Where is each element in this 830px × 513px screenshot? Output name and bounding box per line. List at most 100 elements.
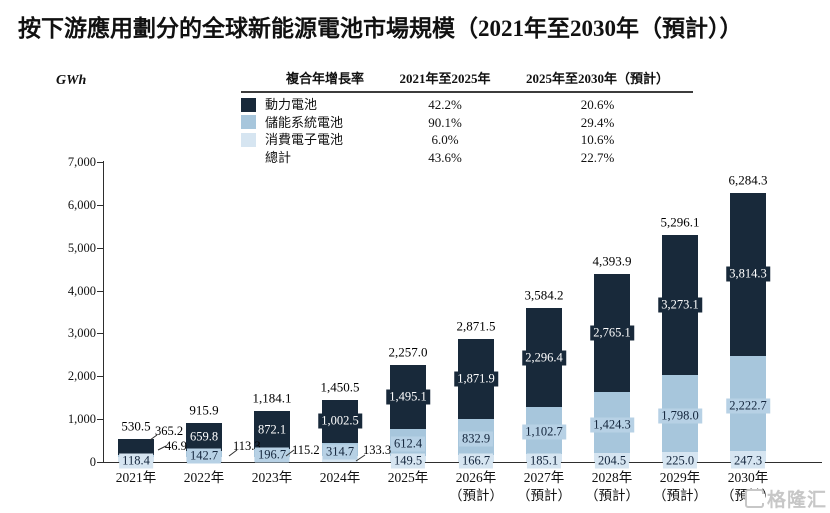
total-value-label: 1,184.1 [252, 390, 292, 406]
y-tick-label: 1,000 [67, 412, 96, 427]
storage-value-label: 314.7 [322, 444, 358, 460]
y-tick-label: 6,000 [67, 197, 96, 212]
consumer-value-label: 185.1 [526, 453, 562, 469]
y-tick-mark [97, 333, 103, 335]
total-value-label: 1,450.5 [320, 379, 360, 395]
storage-battery-swatch-icon [241, 115, 256, 130]
storage-value-label: 196.7 [254, 447, 290, 463]
consumer-value-label: 247.3 [730, 453, 766, 469]
power-value-label: 659.8 [186, 429, 222, 445]
consumer-value-label: 225.0 [662, 453, 698, 469]
consumer-value-label: 149.5 [390, 453, 426, 469]
total-value-label: 2,871.5 [456, 318, 496, 334]
y-tick-label: 0 [89, 455, 96, 469]
storage-value-label: 46.9 [165, 439, 187, 453]
consumer-value-label: 113.3 [233, 439, 261, 453]
x-tick-label: 2023年 [251, 470, 293, 485]
x-tick-label: 2026年 [455, 470, 497, 485]
legend-row-power: 動力電池 42.2% 20.6% [241, 96, 693, 114]
power-value-label: 872.1 [254, 422, 290, 438]
y-tick-mark [97, 290, 103, 292]
y-tick-mark [97, 162, 103, 163]
total-value-label: 915.9 [189, 402, 219, 418]
legend-table: 複合年增長率 2021年至2025年 2025年至2030年（預計） 動力電池 … [241, 70, 693, 166]
x-tick-label: 2030年 [727, 470, 769, 485]
consumer-value-label: 133.3 [363, 443, 392, 457]
storage-cagr-2021-2025: 90.1% [428, 114, 462, 130]
power-value-label: 1,002.5 [318, 413, 362, 429]
watermark-gelonghui: 格隆汇 [744, 485, 827, 512]
y-tick-mark [97, 247, 103, 249]
legend-header-period2: 2025年至2030年（預計） [525, 71, 669, 86]
consumer-battery-swatch-icon [241, 132, 256, 147]
consumer-value-label: 115.2 [292, 443, 320, 457]
x-tick-label: （預計） [517, 488, 571, 503]
y-tick-mark [97, 204, 103, 206]
chart-title: 按下游應用劃分的全球新能源電池市場規模（2021年至2030年（預計）） [18, 16, 743, 41]
storage-value-label: 1,798.0 [658, 408, 702, 424]
x-tick-label: 2025年 [387, 470, 429, 485]
y-axis-line [103, 161, 104, 463]
total-cagr-2021-2025: 43.6% [428, 149, 462, 165]
power-battery-swatch-icon [241, 97, 256, 112]
x-tick-label: 2028年 [591, 470, 633, 485]
legend-header-cagr: 複合年增長率 [285, 71, 364, 86]
x-tick-label: 2027年 [523, 470, 565, 485]
legend-row-total: 總計 43.6% 22.7% [241, 149, 693, 167]
total-cagr-2025-2030: 22.7% [580, 149, 615, 165]
y-tick-mark [97, 462, 103, 463]
total-value-label: 6,284.3 [728, 172, 768, 188]
legend-label-total: 總計 [265, 149, 292, 165]
x-tick-label: 2022年 [183, 470, 225, 485]
total-value-label: 3,584.2 [524, 287, 564, 303]
y-tick-label: 3,000 [67, 326, 96, 341]
power-value-label: 2,296.4 [522, 350, 566, 366]
storage-value-label: 832.9 [458, 431, 494, 447]
legend-row-storage: 儲能系統電池 90.1% 29.4% [241, 114, 693, 132]
power-value-label: 2,765.1 [590, 325, 634, 341]
power-value-label: 1,495.1 [386, 389, 430, 405]
power-value-label: 3,814.3 [726, 266, 770, 282]
power-value-label: 365.2 [155, 424, 184, 438]
power-cagr-2025-2030: 20.6% [580, 97, 615, 112]
power-cagr-2021-2025: 42.2% [428, 97, 462, 112]
consumer-value-label: 118.4 [119, 453, 153, 469]
storage-value-label: 1,424.3 [590, 417, 634, 433]
gelonghui-logo-icon [744, 489, 765, 508]
legend-label-storage: 儲能系統電池 [265, 114, 344, 130]
x-tick-label: （預計） [449, 488, 503, 503]
storage-value-label: 1,102.7 [522, 424, 566, 440]
legend-header-period1: 2021年至2025年 [399, 71, 491, 86]
legend-row-consumer: 消費電子電池 6.0% 10.6% [241, 131, 693, 149]
y-axis-unit-label: GWh [56, 73, 87, 88]
y-tick-mark [97, 376, 103, 378]
y-tick-label: 7,000 [67, 155, 96, 169]
x-tick-label: （預計） [585, 488, 639, 503]
storage-value-label: 2,222.7 [726, 398, 770, 414]
y-tick-mark [97, 419, 103, 421]
consumer-value-label: 166.7 [458, 453, 494, 469]
storage-cagr-2025-2030: 29.4% [580, 114, 615, 130]
legend-label-consumer: 消費電子電池 [265, 132, 344, 147]
total-value-label: 2,257.0 [388, 344, 428, 360]
legend-header-rule [241, 91, 693, 93]
y-tick-label: 4,000 [67, 283, 96, 298]
x-tick-label: 2029年 [659, 470, 701, 485]
consumer-value-label: 204.5 [594, 453, 630, 469]
watermark-text: 格隆汇 [766, 490, 827, 511]
storage-value-label: 142.7 [186, 448, 222, 464]
segment-consumer-electronics [322, 456, 358, 462]
legend-label-power: 動力電池 [265, 97, 318, 112]
storage-value-label: 612.4 [390, 436, 426, 452]
y-tick-label: 5,000 [67, 240, 96, 255]
segment-power-battery [118, 439, 154, 455]
consumer-cagr-2021-2025: 6.0% [431, 132, 459, 147]
y-tick-label: 2,000 [67, 369, 96, 384]
x-tick-label: （預計） [653, 488, 707, 503]
total-value-label: 5,296.1 [660, 214, 700, 230]
x-tick-label: 2021年 [115, 470, 157, 485]
consumer-cagr-2025-2030: 10.6% [580, 132, 615, 147]
x-tick-label: 2024年 [319, 470, 361, 485]
